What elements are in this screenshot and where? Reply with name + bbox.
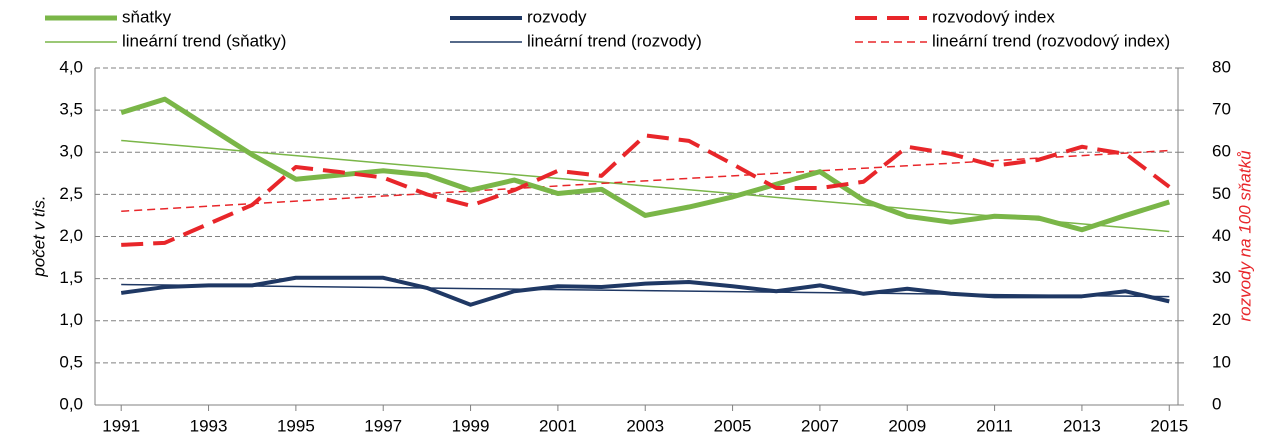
y-tick-label: 4,0	[59, 57, 83, 76]
y2-tick-label: 20	[1212, 310, 1231, 329]
legend-label: sňatky	[122, 7, 172, 26]
series-line	[121, 149, 1170, 212]
legend-label: lineární trend (rozvodový index)	[932, 31, 1170, 50]
x-tick-label: 2003	[626, 416, 664, 435]
x-tick-label: 2007	[801, 416, 839, 435]
y2-tick-label: 40	[1212, 226, 1231, 245]
y-tick-label: 0,0	[59, 394, 83, 413]
y-tick-label: 3,5	[59, 100, 83, 119]
y-tick-label: 1,0	[59, 310, 83, 329]
series-line	[120, 96, 1171, 233]
x-tick-label: 1991	[102, 416, 140, 435]
y2-tick-label: 10	[1212, 352, 1231, 371]
legend-label: rozvodový index	[932, 7, 1055, 26]
y-tick-label: 2,5	[59, 184, 83, 203]
y-tick-label: 0,5	[59, 352, 83, 371]
y2-tick-label: 60	[1212, 142, 1231, 161]
y2-tick-label: 80	[1212, 57, 1231, 76]
y-tick-label: 3,0	[59, 142, 83, 161]
x-tick-label: 2013	[1063, 416, 1101, 435]
x-tick-label: 1997	[364, 416, 402, 435]
x-tick-label: 1999	[452, 416, 490, 435]
legend-label: rozvody	[527, 7, 587, 26]
series-line	[121, 133, 1171, 247]
x-tick-label: 2009	[888, 416, 926, 435]
x-tick-label: 2005	[714, 416, 752, 435]
y2-tick-label: 0	[1212, 394, 1221, 413]
y-tick-label: 2,0	[59, 226, 83, 245]
y2-tick-label: 70	[1212, 100, 1231, 119]
y-axis-label: počet v tis.	[29, 195, 48, 277]
y2-tick-label: 30	[1212, 268, 1231, 287]
series-line	[120, 275, 1170, 307]
x-tick-label: 1995	[277, 416, 315, 435]
legend-label: lineární trend (rozvody)	[527, 31, 702, 50]
y2-axis-label: rozvody na 100 sňatků	[1235, 150, 1254, 322]
x-tick-label: 2011	[976, 416, 1013, 435]
y-tick-label: 1,5	[59, 268, 83, 287]
x-tick-label: 1993	[190, 416, 228, 435]
legend-label: lineární trend (sňatky)	[122, 31, 286, 50]
x-tick-label: 2015	[1150, 416, 1188, 435]
y2-tick-label: 50	[1212, 184, 1231, 203]
x-tick-label: 2001	[539, 416, 577, 435]
